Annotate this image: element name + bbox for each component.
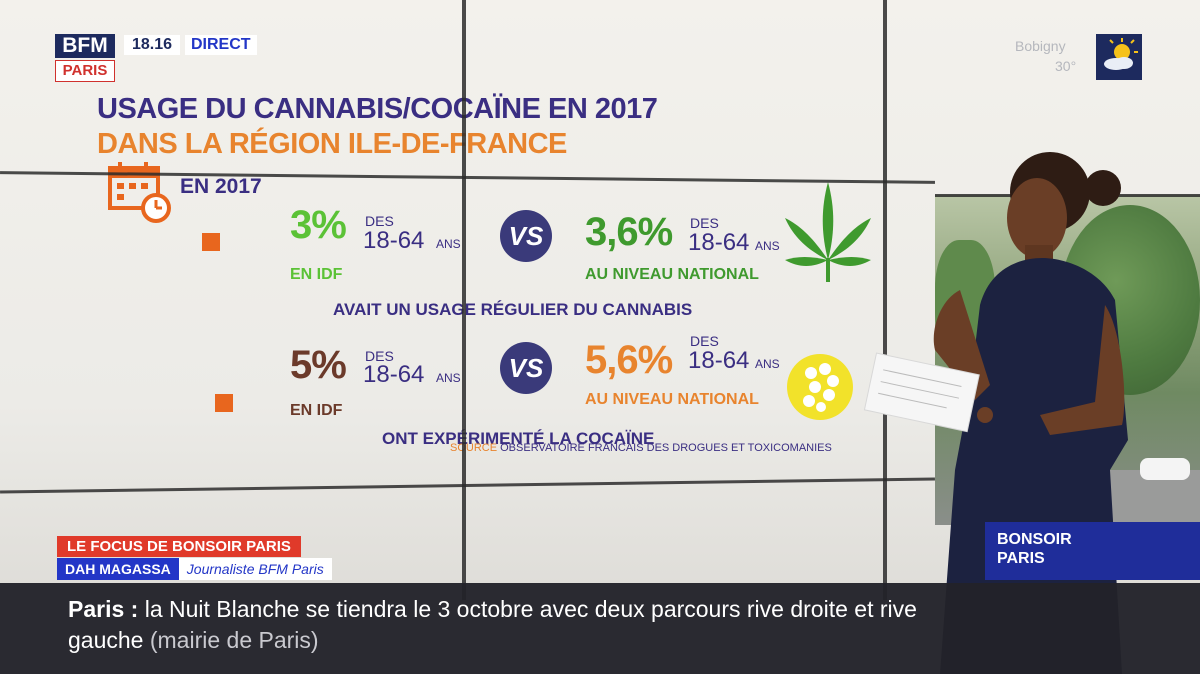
cocaine-national-ans: ANS [755,357,780,371]
cocaine-caption: ONT EXPÉRIMENTÉ LA COCAÏNE [382,429,655,448]
cannabis-national-age: 18-64 [688,229,750,256]
row-bullet [215,394,233,412]
live-badge: DIRECT [185,35,257,55]
segment-title: LE FOCUS DE BONSOIR PARIS [57,536,301,557]
show-name-line2: PARIS [997,550,1045,567]
presenter-name-tag: DAH MAGASSA Journaliste BFM Paris [57,558,332,580]
channel-logo: BFM PARIS [55,34,115,82]
source-text: OBSERVATOIRE FRANCAIS DES DROGUES ET TOX… [500,442,832,454]
cannabis-idf-label: EN IDF [290,266,343,283]
logo-bfm: BFM [55,34,115,58]
row-bullet [202,233,220,251]
cocaine-pill-icon [787,354,853,420]
cocaine-idf-label: EN IDF [290,402,343,419]
cocaine-idf-des: DES [365,348,394,364]
cannabis-national-des: DES [690,215,719,231]
weather-temperature: 30° [1055,58,1077,74]
graphic-title: USAGE DU CANNABIS/COCAÏNE EN 2017 [97,93,658,125]
ticker-city: Paris [68,596,125,622]
cannabis-national-percent: 3,6% [585,210,673,254]
show-name-line1: BONSOIR [997,531,1072,548]
presenter-role: Journaliste BFM Paris [186,561,324,577]
on-air-clock: 18.16 [124,35,181,55]
cocaine-idf-age: 18-64 [363,361,425,388]
graphic-subtitle: DANS LA RÉGION ILE-DE-FRANCE [97,128,567,160]
ticker-source: (mairie de Paris) [149,627,319,653]
ticker-headline: la Nuit Blanche se tiendra le 3 octobre … [68,596,917,653]
source-label: SOURCE [450,442,498,454]
vs-badge: VS [500,210,552,262]
vs-badge: VS [500,342,552,394]
presenter-name: DAH MAGASSA [57,558,179,580]
source-line: SOURCE OBSERVATOIRE FRANCAIS DES DROGUES… [450,442,832,454]
photo-car [1140,458,1190,480]
cannabis-national-label: AU NIVEAU NATIONAL [585,266,759,283]
cocaine-national-des: DES [690,333,719,349]
cocaine-national-label: AU NIVEAU NATIONAL [585,391,759,408]
calendar-clock-icon [108,162,171,223]
cannabis-caption: AVAIT UN USAGE RÉGULIER DU CANNABIS [333,300,693,319]
cocaine-idf-percent: 5% [290,343,347,387]
cannabis-idf-percent: 3% [290,203,347,247]
weather-city: Bobigny [1015,38,1066,54]
cocaine-national-percent: 5,6% [585,338,673,382]
cannabis-national-ans: ANS [755,239,780,253]
cannabis-idf-age: 18-64 [363,227,425,254]
cannabis-idf-ans: ANS [436,237,461,251]
sun-cloud-icon [1096,34,1142,80]
year-label: EN 2017 [180,175,262,198]
news-ticker [0,583,1200,674]
logo-paris: PARIS [55,60,115,82]
cannabis-idf-des: DES [365,213,394,229]
ticker-separator: : [130,596,139,622]
cocaine-national-age: 18-64 [688,347,750,374]
ticker-text: Paris : la Nuit Blanche se tiendra le 3 … [68,594,948,656]
show-logo: BONSOIR PARIS [985,522,1200,580]
cocaine-idf-ans: ANS [436,371,461,385]
cannabis-leaf-icon [785,182,871,282]
